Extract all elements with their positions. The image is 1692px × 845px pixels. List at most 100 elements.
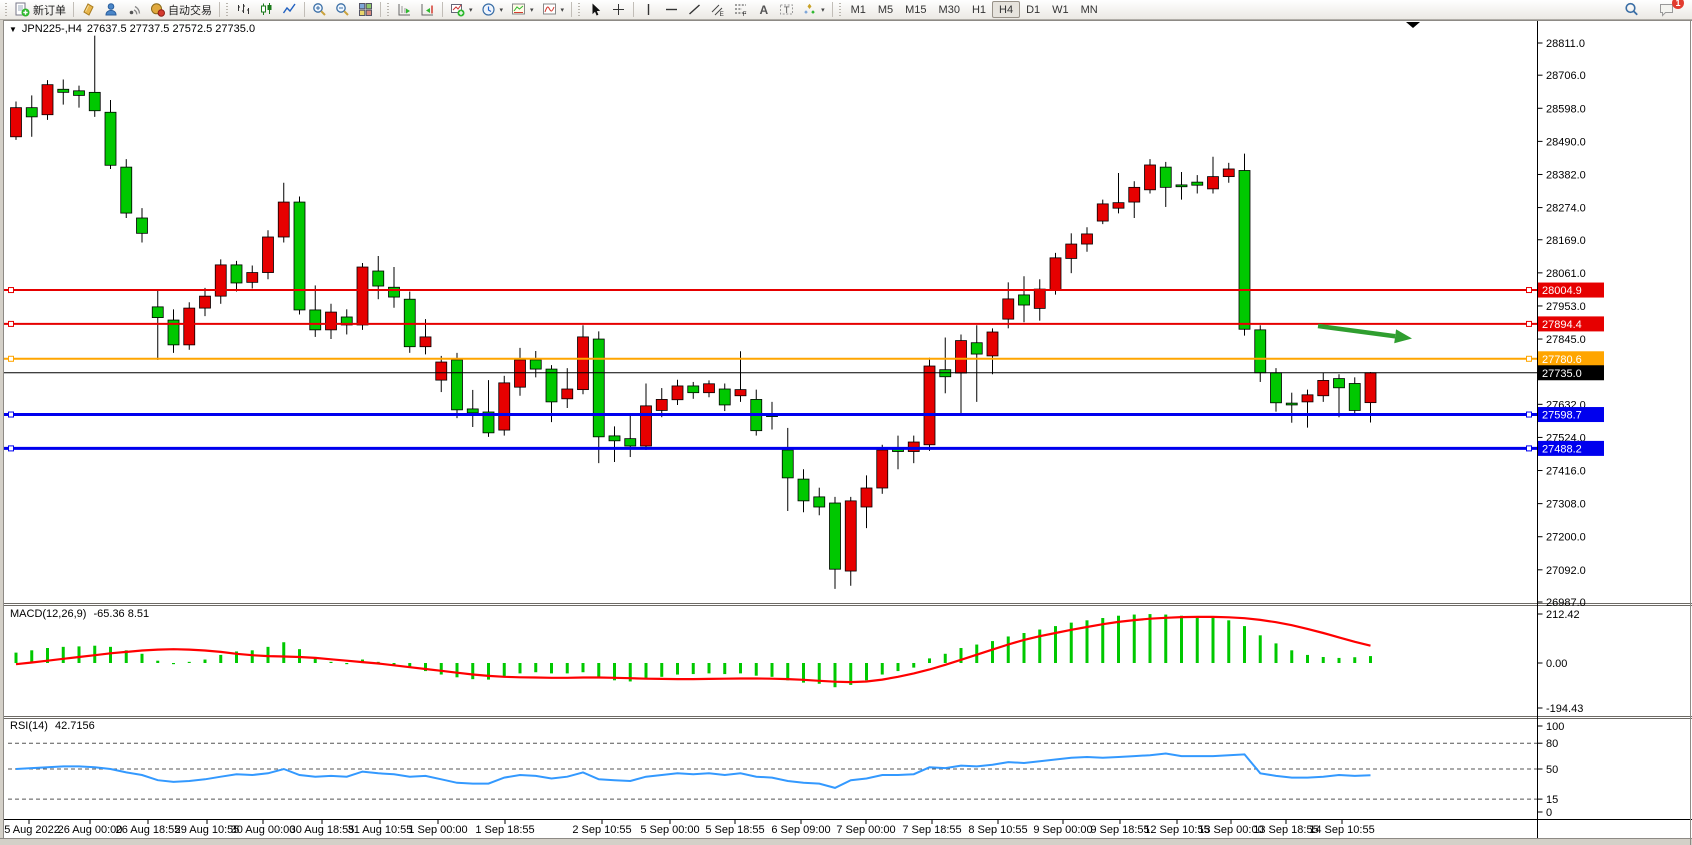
tiles-icon bbox=[359, 3, 372, 16]
price-axis[interactable]: 28811.0 28706.0 28598.0 28490.0 28382.0 28274… bbox=[1537, 38, 1586, 819]
candle-body bbox=[545, 368, 558, 403]
macd-histogram-bar bbox=[991, 641, 994, 663]
dropdown-caret-icon[interactable]: ▾ bbox=[499, 6, 504, 14]
candle-body bbox=[325, 311, 337, 331]
dropdown-caret-icon[interactable]: ▾ bbox=[469, 6, 473, 14]
price-tick-label: 27308.0 bbox=[1546, 499, 1586, 511]
candle-body bbox=[1112, 202, 1125, 209]
search-button[interactable] bbox=[1620, 0, 1643, 20]
auto-scroll-button[interactable] bbox=[416, 0, 439, 20]
chart-shift-marker[interactable] bbox=[1406, 22, 1420, 28]
macd-histogram-bar bbox=[660, 663, 664, 677]
signals-button[interactable] bbox=[123, 0, 146, 20]
macd-histogram-bar bbox=[1258, 635, 1262, 663]
macd-histogram-bar bbox=[739, 663, 742, 674]
macd-histogram-bar bbox=[250, 650, 254, 663]
macd-histogram-bar bbox=[502, 663, 506, 677]
text-button[interactable]: A bbox=[752, 0, 775, 20]
toolbar-drag-handle[interactable] bbox=[4, 2, 9, 17]
candle-body bbox=[970, 342, 983, 355]
arrow-annotation[interactable] bbox=[1317, 323, 1412, 344]
bar-chart-button[interactable] bbox=[232, 0, 255, 20]
toolbar-drag-handle[interactable] bbox=[837, 2, 843, 17]
toolbar-drag-handle[interactable] bbox=[225, 2, 230, 17]
macd-histogram-bar bbox=[124, 650, 128, 663]
candle-body bbox=[293, 201, 306, 311]
notifications-button[interactable]: 1 bbox=[1655, 0, 1684, 20]
timeframe-d1-button[interactable]: D1 bbox=[1026, 3, 1041, 16]
styler-button[interactable] bbox=[77, 0, 100, 20]
dropdown-caret-icon[interactable]: ▾ bbox=[821, 6, 825, 14]
autotrading-button[interactable]: 自动交易 bbox=[146, 0, 216, 20]
line-anchor-handle[interactable] bbox=[8, 287, 14, 294]
toolbar-drag-handle[interactable] bbox=[386, 2, 391, 17]
new-order-button[interactable]: 新订单 bbox=[11, 0, 70, 20]
macd-histogram-bar bbox=[329, 661, 333, 663]
candlestick-chart-button[interactable] bbox=[255, 0, 278, 20]
fibonacci-button[interactable]: F bbox=[729, 0, 752, 20]
macd-histogram-bar bbox=[219, 654, 223, 663]
price-tick-label: 28706.0 bbox=[1546, 70, 1586, 82]
dropdown-caret-icon[interactable]: ▾ bbox=[530, 6, 534, 14]
time-tick-label: 25 Aug 2022 bbox=[0, 824, 60, 836]
macd-histogram-bar bbox=[1101, 618, 1105, 663]
line-anchor-handle[interactable] bbox=[1526, 287, 1532, 294]
line-anchor-handle[interactable] bbox=[8, 355, 14, 362]
cursor-button[interactable] bbox=[584, 0, 607, 20]
templates-button[interactable]: ▾ bbox=[507, 0, 538, 20]
line-anchor-handle[interactable] bbox=[1526, 445, 1532, 452]
toolbar-separator bbox=[831, 2, 833, 17]
timeframe-mn-button[interactable]: MN bbox=[1080, 3, 1098, 16]
new-chart-button[interactable]: ▾ bbox=[446, 0, 477, 20]
arrows-button[interactable]: ▾ bbox=[798, 0, 829, 20]
candle-body bbox=[356, 266, 369, 326]
line-anchor-handle[interactable] bbox=[1526, 411, 1532, 418]
toolbar-drag-handle[interactable] bbox=[577, 2, 583, 17]
timeframe-h4-button[interactable]: H4 bbox=[992, 1, 1021, 18]
timeframe-w1-button[interactable]: W1 bbox=[1052, 3, 1069, 16]
line-anchor-handle[interactable] bbox=[1526, 320, 1532, 327]
time-tick-label: 14 Sep 10:55 bbox=[1309, 824, 1374, 836]
svg-text:A: A bbox=[760, 3, 769, 17]
signals-icon bbox=[129, 5, 141, 15]
equidistant-channel-button[interactable]: E bbox=[706, 0, 729, 20]
line-anchor-handle[interactable] bbox=[8, 445, 14, 452]
text-label-button[interactable]: T bbox=[775, 0, 798, 20]
timeframe-h1-button[interactable]: H1 bbox=[971, 3, 987, 16]
time-tick-label: 8 Sep 10:55 bbox=[968, 824, 1027, 836]
chart-menu-icon[interactable]: ▼ bbox=[9, 24, 17, 34]
zoom-out-button[interactable] bbox=[331, 0, 354, 20]
tile-windows-button[interactable] bbox=[354, 0, 377, 20]
timeframe-m15-button[interactable]: M15 bbox=[905, 3, 927, 16]
macd-histogram-bar bbox=[408, 663, 412, 668]
macd-histogram-bar bbox=[723, 663, 727, 675]
horizontal-line-button[interactable] bbox=[660, 0, 683, 20]
vertical-line-button[interactable] bbox=[637, 0, 660, 20]
arrow-shaft[interactable] bbox=[1317, 323, 1396, 339]
zoom-in-button[interactable] bbox=[308, 0, 331, 20]
price-tick-label: 27092.0 bbox=[1546, 565, 1586, 577]
macd-tick-label: 0.00 bbox=[1546, 658, 1567, 670]
macd-histogram-bar bbox=[1243, 626, 1246, 663]
line-anchor-handle[interactable] bbox=[1526, 355, 1532, 362]
indicators-button[interactable]: ▾ bbox=[538, 0, 569, 20]
dropdown-caret-icon[interactable]: ▾ bbox=[560, 6, 565, 14]
candle-body bbox=[388, 286, 400, 298]
line-anchor-handle[interactable] bbox=[8, 320, 14, 327]
chart-shift-button[interactable] bbox=[393, 0, 416, 20]
timeframe-m1-button[interactable]: M1 bbox=[850, 3, 866, 16]
timeframe-m5-button[interactable]: M5 bbox=[877, 3, 894, 16]
strategy-tester-button[interactable] bbox=[100, 0, 123, 20]
timeframe-m30-button[interactable]: M30 bbox=[938, 3, 960, 16]
indicators-icon bbox=[542, 3, 556, 15]
time-tick-label: 30 Aug 18:55 bbox=[290, 824, 355, 836]
candle-body bbox=[262, 236, 274, 273]
periods-button[interactable]: ▾ bbox=[477, 0, 508, 20]
trendline-button[interactable] bbox=[683, 0, 706, 20]
line-anchor-handle[interactable] bbox=[8, 411, 14, 418]
macd-tick-label: 212.42 bbox=[1546, 609, 1580, 621]
crosshair-button[interactable] bbox=[607, 0, 630, 20]
line-chart-button[interactable] bbox=[278, 0, 301, 20]
